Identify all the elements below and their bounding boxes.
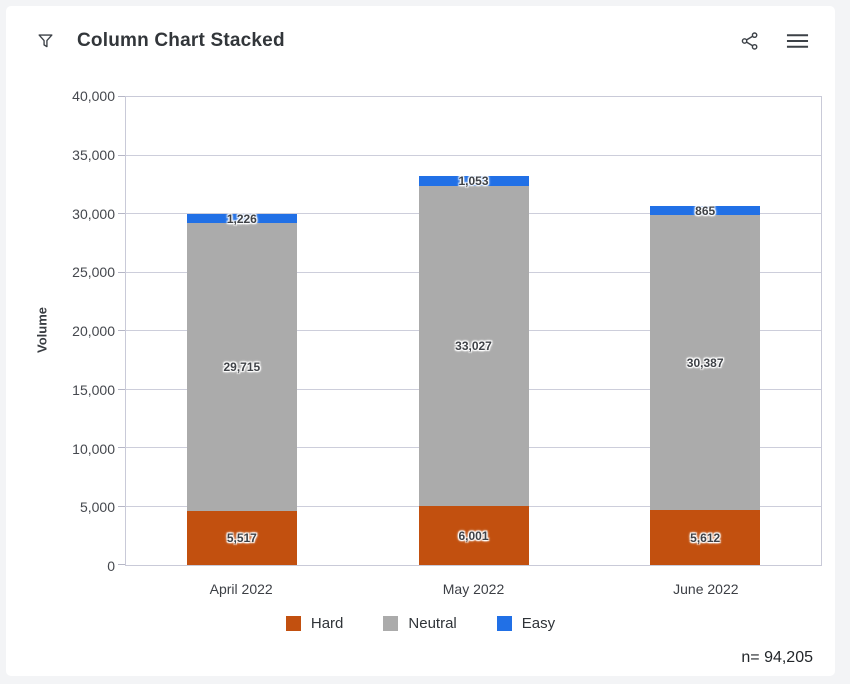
legend-item-easy[interactable]: Easy	[496, 615, 556, 632]
y-tick-label: 0	[107, 558, 115, 574]
y-tick-label: 5,000	[79, 499, 115, 516]
y-tick-label: 40,000	[72, 88, 115, 104]
chart-header: Column Chart Stacked	[36, 25, 809, 57]
x-tick-label: April 2022	[209, 581, 273, 597]
y-tick-mark	[118, 271, 125, 273]
legend-swatch-easy	[496, 616, 512, 631]
legend-label: Hard	[310, 615, 344, 632]
segment-hard-may-2022[interactable]: 6,001	[418, 506, 529, 565]
y-tick-mark	[118, 564, 125, 565]
y-tick-mark	[118, 505, 125, 507]
segment-neutral-april-2022[interactable]: 29,715	[186, 223, 297, 512]
segment-hard-june-2022[interactable]: 5,612	[650, 510, 761, 565]
segment-neutral-may-2022[interactable]: 33,027	[418, 185, 529, 507]
x-tick-label: June 2022	[673, 581, 739, 597]
y-tick-mark	[118, 447, 125, 448]
y-tick-mark	[118, 154, 125, 156]
x-axis: April 2022 May 2022 June 2022	[125, 573, 822, 599]
bar-june-2022: 5,612 30,387 865	[650, 97, 761, 565]
y-tick-label: 15,000	[72, 381, 115, 398]
legend-label: Easy	[521, 615, 556, 632]
plot-area: 5,517 29,715 1,226 6,001 33,027 1,053 5,612 30,…	[118, 96, 822, 566]
legend-swatch-hard	[285, 616, 301, 631]
legend-item-neutral[interactable]: Neutral	[383, 615, 457, 632]
header-actions	[740, 31, 809, 51]
y-tick-label: 20,000	[72, 323, 115, 339]
data-label: 33,027	[455, 338, 492, 353]
segment-neutral-june-2022[interactable]: 30,387	[650, 215, 761, 511]
segment-hard-april-2022[interactable]: 5,517	[186, 511, 297, 565]
y-tick-label: 30,000	[72, 205, 115, 222]
y-axis: 0 5,000 10,000 15,000 20,000 25,000 30,000 35,0…	[6, 88, 115, 574]
legend-item-hard[interactable]: Hard	[285, 615, 344, 632]
bar-may-2022: 6,001 33,027 1,053	[418, 97, 529, 565]
data-label: 29,715	[223, 360, 261, 375]
filter-icon[interactable]	[36, 31, 55, 51]
data-label: 30,387	[686, 355, 724, 370]
y-tick-mark	[118, 330, 125, 331]
y-tick-label: 35,000	[72, 146, 115, 163]
data-label: 1,053	[458, 173, 489, 188]
segment-easy-april-2022[interactable]: 1,226	[186, 212, 297, 226]
data-label: 6,001	[458, 528, 489, 543]
page-title: Column Chart Stacked	[77, 30, 285, 51]
y-tick-mark	[118, 213, 125, 214]
legend-swatch-neutral	[383, 616, 399, 631]
y-tick-label: 10,000	[72, 440, 115, 457]
gridline	[126, 154, 821, 156]
data-label: 5,612	[690, 530, 721, 545]
x-tick-label: May 2022	[442, 581, 505, 597]
bar-april-2022: 5,517 29,715 1,226	[186, 97, 297, 565]
data-label: 5,517	[226, 531, 257, 546]
y-tick-label: 25,000	[72, 264, 115, 281]
legend: Hard Neutral Easy	[6, 615, 835, 632]
sample-size-note: n= 94,205	[741, 649, 813, 666]
segment-easy-may-2022[interactable]: 1,053	[418, 173, 529, 188]
y-tick-mark	[118, 388, 125, 390]
share-icon[interactable]	[740, 31, 760, 51]
y-tick-mark	[118, 96, 125, 97]
legend-label: Neutral	[408, 615, 457, 632]
menu-icon[interactable]	[786, 31, 809, 51]
segment-easy-june-2022[interactable]: 865	[650, 204, 761, 218]
